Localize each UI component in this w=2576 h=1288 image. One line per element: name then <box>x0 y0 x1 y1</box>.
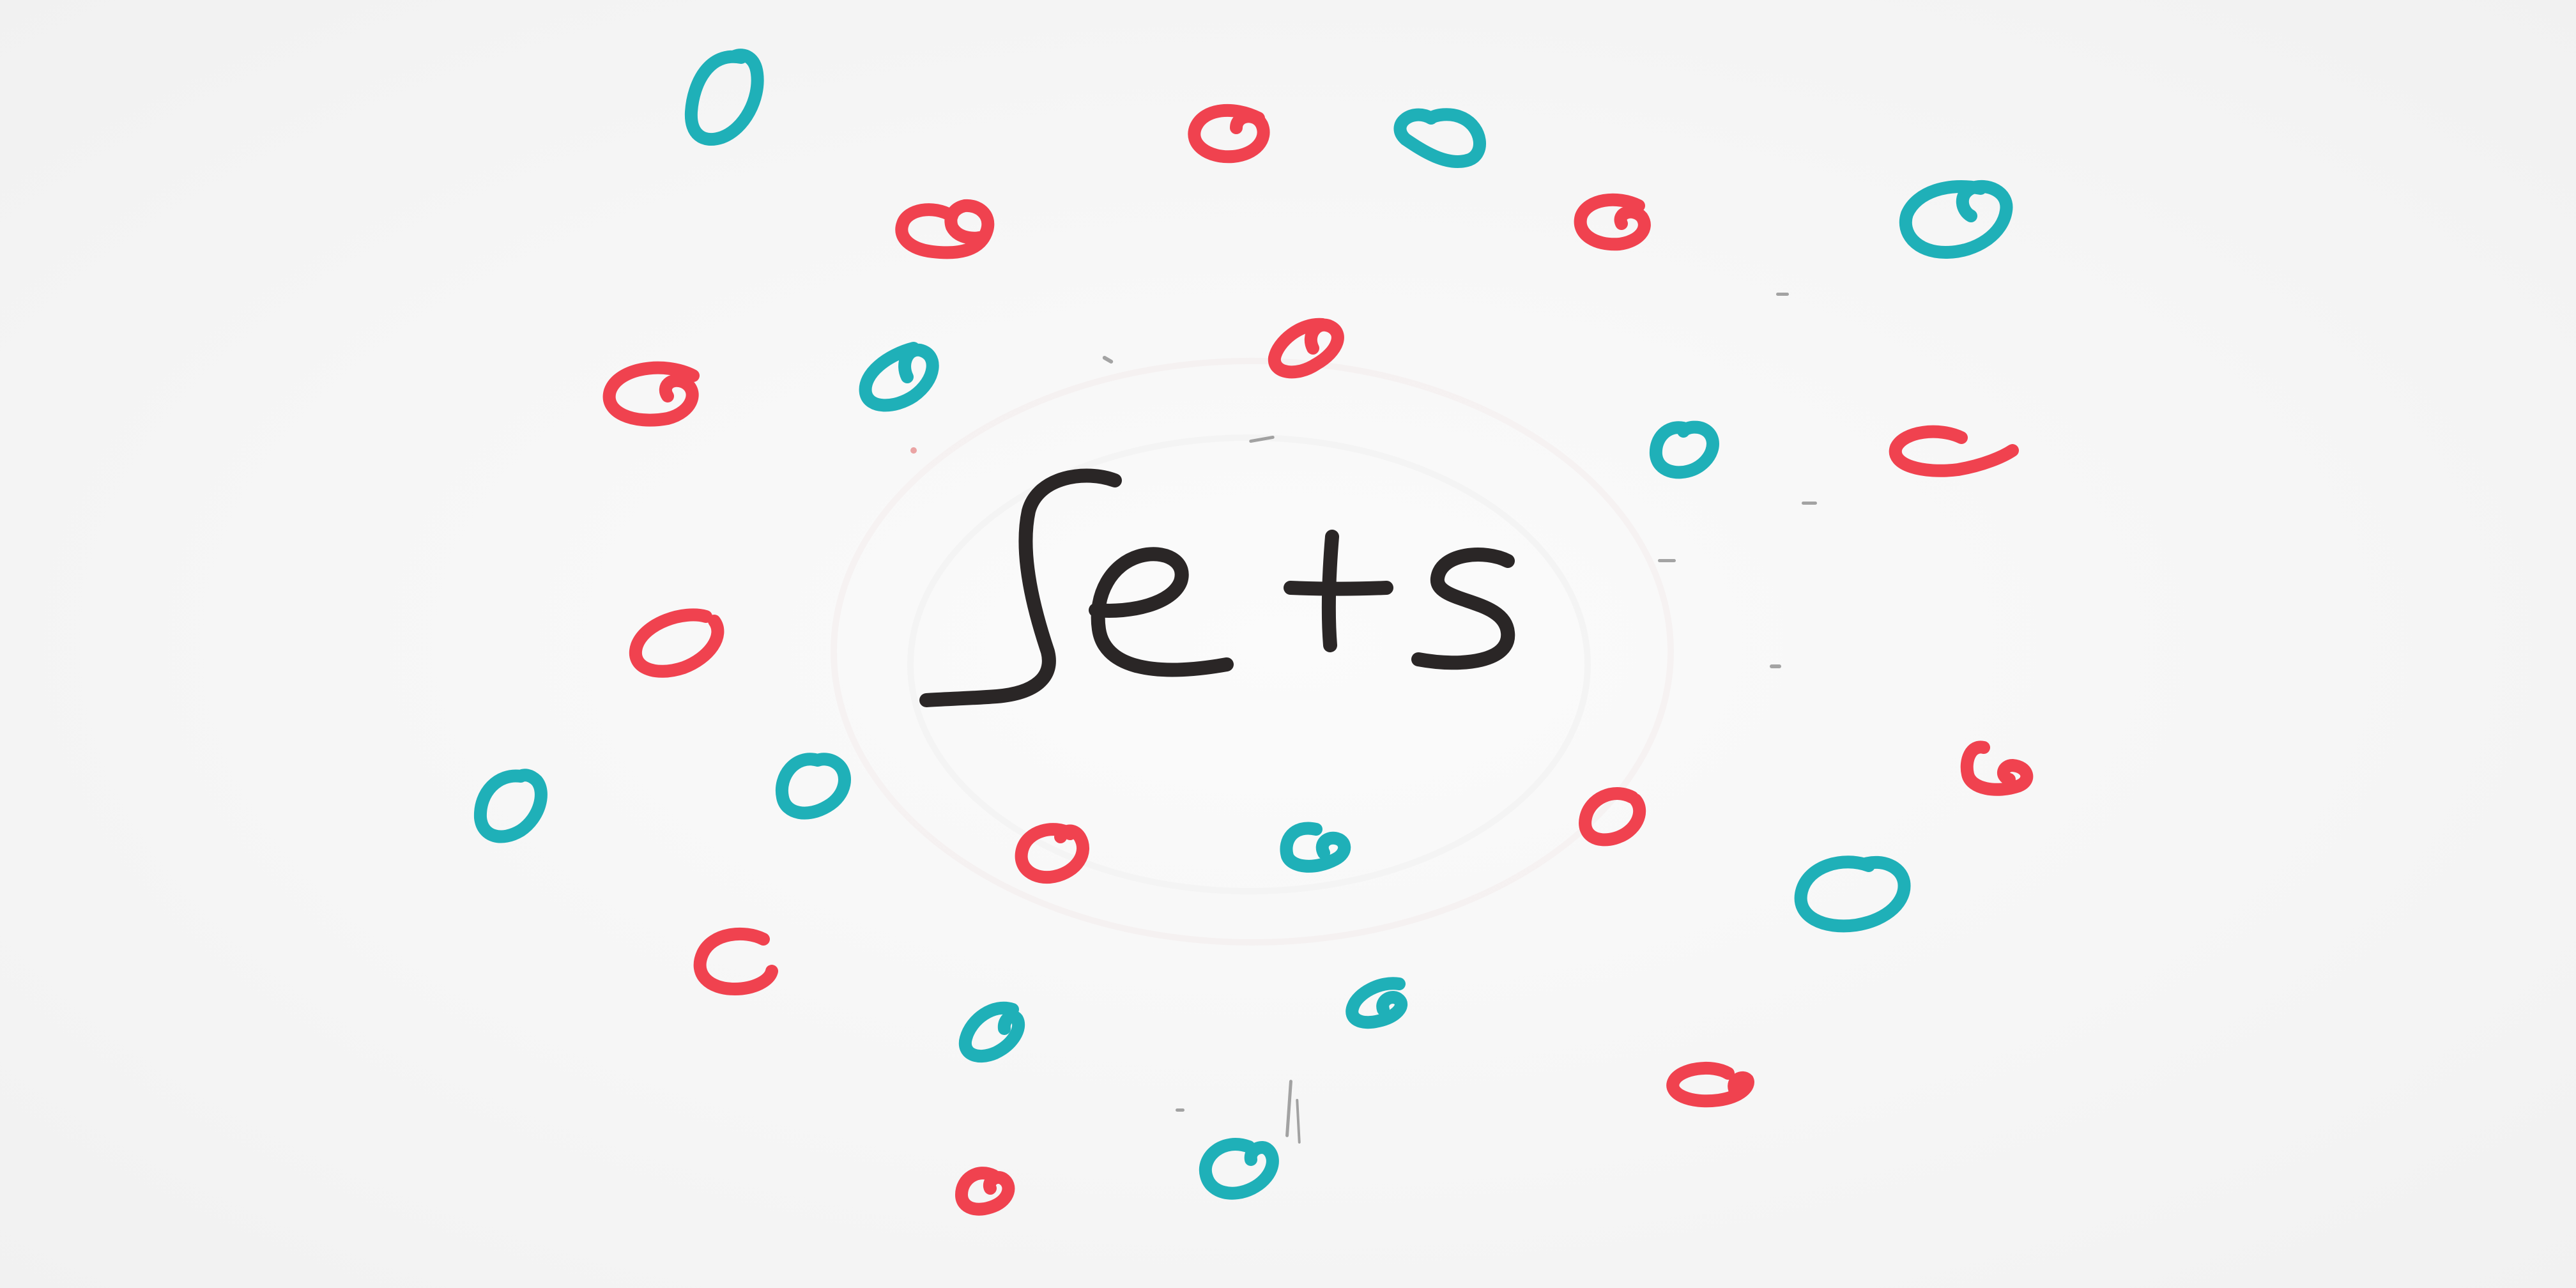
marker-smudge <box>1658 559 1676 562</box>
teal-circle-mark <box>1393 108 1486 168</box>
teal-circle-mark <box>684 49 764 146</box>
marker-smudge <box>1770 664 1781 668</box>
marker-smudge <box>1776 293 1789 296</box>
teal-circle-mark <box>1346 977 1407 1029</box>
faint-erased-circle <box>907 434 1591 894</box>
red-circle-mark <box>955 1167 1015 1216</box>
teal-circle-mark <box>775 753 851 820</box>
red-circle-mark <box>1268 318 1344 379</box>
teal-circle-mark <box>1199 1138 1279 1200</box>
sets-word-handwritten <box>919 468 1515 707</box>
red-circle-mark <box>1574 193 1651 251</box>
teal-circle-mark <box>859 342 939 412</box>
letter-s2-glyph <box>1411 548 1515 670</box>
marker-smudge <box>910 447 917 454</box>
marker-smudge <box>1176 1108 1184 1112</box>
red-circles <box>602 104 2034 1216</box>
red-circle-mark <box>1188 104 1270 164</box>
marker-smudge <box>1802 502 1817 505</box>
red-circle-mark <box>1015 823 1089 884</box>
red-circle-mark <box>1579 787 1646 847</box>
teal-circles <box>473 49 2013 1200</box>
teal-circle-mark <box>1794 855 1911 933</box>
red-circle-mark <box>1960 740 2034 796</box>
teal-circle-mark <box>1649 420 1719 479</box>
teal-circle-mark <box>958 1001 1025 1063</box>
teal-circle-mark <box>1280 822 1351 873</box>
red-circle-mark <box>895 199 995 259</box>
faint-erased-circle <box>831 358 1674 946</box>
red-circle-mark <box>1889 425 2019 477</box>
teal-circle-mark <box>1899 180 2013 259</box>
red-circle-mark <box>1666 1061 1754 1108</box>
red-circle-mark <box>602 361 700 427</box>
red-circle-mark <box>629 608 724 678</box>
letter-t-crossbar-glyph <box>1284 581 1393 596</box>
teal-circle-mark <box>473 769 548 843</box>
letter-s-glyph <box>919 468 1122 707</box>
red-circle-mark <box>693 927 778 995</box>
letter-e-glyph <box>1089 547 1234 677</box>
